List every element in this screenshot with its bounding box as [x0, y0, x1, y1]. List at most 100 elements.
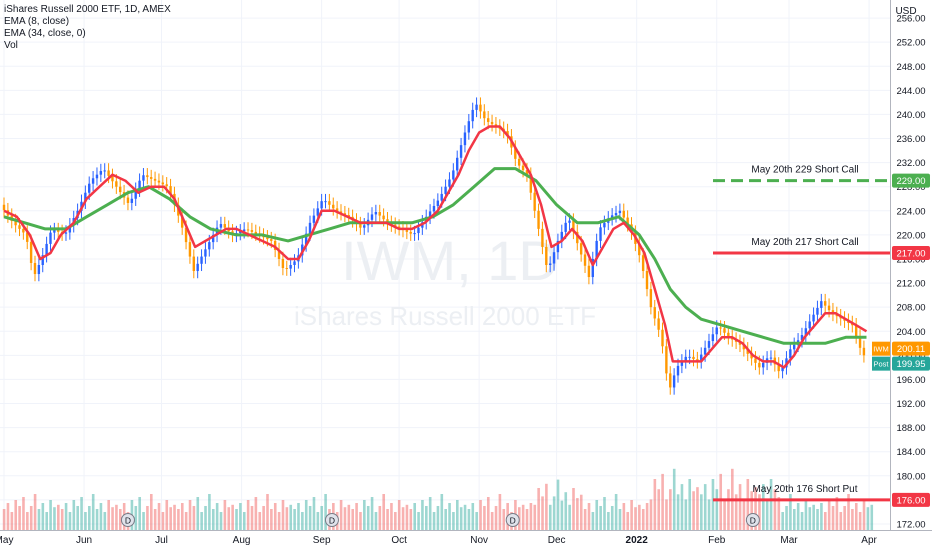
volume-bar — [521, 504, 525, 530]
level-tag — [892, 173, 930, 188]
dividend-icon — [505, 513, 520, 527]
volume-bar — [180, 503, 184, 530]
y-tick-label: 184.00 — [896, 447, 925, 458]
candle-body — [517, 158, 521, 166]
volume-bar — [785, 506, 788, 530]
candle-body — [564, 222, 567, 232]
candle-body — [320, 201, 323, 209]
level-tag — [892, 245, 930, 260]
volume-bar — [390, 503, 393, 530]
candle-body — [688, 356, 691, 358]
candle-body — [130, 198, 134, 203]
candle-body — [653, 307, 656, 319]
dividend-label: D — [329, 516, 335, 526]
volume-bar — [409, 509, 413, 530]
volume-bar — [649, 499, 653, 530]
level-label: May 20th 176 Short Put — [752, 484, 857, 495]
candle-body — [242, 229, 246, 232]
y-tick-label: 244.00 — [896, 86, 925, 97]
y-tick-label: 180.00 — [896, 471, 925, 482]
candle-body — [467, 121, 471, 133]
volume-bar — [831, 506, 835, 530]
candle-body — [649, 289, 653, 308]
volume-bar — [165, 500, 169, 530]
volume-bar — [800, 512, 804, 530]
candle-body — [440, 193, 443, 201]
candle-body — [204, 249, 207, 257]
candle-body — [672, 375, 676, 388]
volume-bar — [45, 512, 49, 530]
time-axis[interactable]: May Jun Jul Aug Sep Oct Nov Dec 2022 Feb Mar Apr — [0, 535, 878, 546]
x-tick-label: Jun — [76, 535, 92, 546]
volume-bar — [502, 509, 506, 530]
volume-bar — [657, 489, 661, 530]
volume-bar — [227, 507, 231, 530]
candle-body — [583, 254, 587, 266]
candle-body — [715, 327, 718, 335]
volume-bar — [394, 512, 397, 530]
candle-body — [165, 184, 168, 187]
volume-bar — [33, 494, 37, 530]
candle-body — [657, 318, 660, 330]
volume-bar — [781, 512, 784, 530]
volume-bar — [634, 507, 637, 530]
candle-body — [33, 262, 37, 275]
candle-body — [347, 215, 350, 217]
price-tag-name: Post — [873, 360, 889, 369]
ema-lines — [3, 125, 868, 369]
volume-bar — [413, 503, 416, 530]
volume-bar — [696, 487, 699, 530]
x-tick-label: Sep — [313, 535, 331, 546]
candle-body — [572, 220, 575, 232]
candle-body — [397, 226, 401, 229]
volume-bar — [281, 500, 285, 530]
legend-ema-34[interactable]: EMA (34, close, 0) — [4, 28, 86, 39]
candle-body — [103, 170, 106, 172]
volume-bar — [765, 499, 769, 530]
y-tick-label: 256.00 — [896, 14, 925, 25]
volume-bar — [727, 489, 730, 530]
legend-volume[interactable]: Vol — [4, 40, 18, 51]
volume-bars — [2, 468, 874, 530]
dividend-icon — [745, 513, 760, 527]
level-tag-label: 229.00 — [896, 176, 925, 187]
volume-bar — [820, 503, 823, 530]
candle-body — [359, 224, 362, 228]
volume-bar — [196, 497, 200, 530]
volume-bar — [672, 468, 676, 530]
candle-body — [641, 255, 645, 272]
legend-title[interactable]: iShares Russell 2000 ETF, 1D, AMEX — [4, 4, 171, 15]
volume-bar — [796, 503, 800, 530]
legend-ema-8[interactable]: EMA (8, close) — [4, 16, 70, 27]
candle-body — [146, 175, 149, 178]
volume-bar — [618, 509, 622, 530]
candle-body — [119, 186, 122, 193]
volume-bar — [843, 506, 846, 530]
candle-body — [413, 233, 416, 235]
volume-bar — [734, 494, 738, 530]
candle-body — [665, 346, 668, 374]
candle-body — [486, 118, 490, 122]
candle-body — [816, 307, 819, 315]
volume-bar — [273, 503, 277, 530]
dividend-label: D — [125, 516, 131, 526]
volume-bar — [560, 500, 564, 530]
candle-body — [374, 212, 378, 215]
volume-bar — [320, 506, 324, 530]
volume-bar — [107, 500, 110, 530]
volume-bar — [297, 503, 300, 530]
candle-body — [26, 232, 29, 242]
candle-body — [138, 180, 141, 190]
price-tag-name-box — [872, 341, 890, 356]
candle-body — [777, 364, 780, 372]
volume-bar — [250, 506, 254, 530]
volume-bar — [486, 497, 490, 530]
volume-bar — [669, 489, 672, 530]
candle-body — [84, 192, 87, 202]
volume-bar — [397, 500, 401, 530]
price-axis[interactable]: 172.00 176.00 180.00 184.00 188.00 192.00 196.… — [896, 14, 925, 531]
candle-body — [115, 181, 118, 187]
volume-bar — [607, 512, 610, 530]
y-tick-label: 192.00 — [896, 399, 925, 410]
